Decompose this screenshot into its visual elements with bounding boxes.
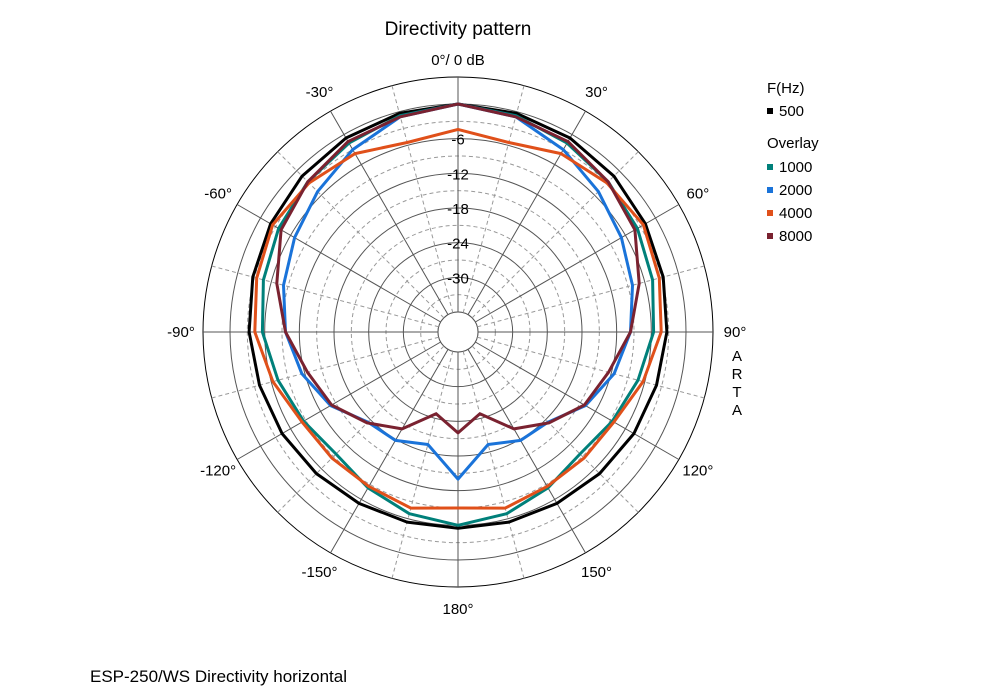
series-line-500	[247, 102, 669, 530]
legend-swatch	[767, 108, 773, 114]
radial-tick-label: -24	[447, 236, 469, 253]
grid-spoke-minor	[211, 265, 439, 328]
radial-tick-label: -30	[447, 270, 469, 287]
inner-hole	[437, 311, 479, 353]
angle-tick-label: -90°	[167, 324, 195, 341]
radial-tick-label: -12	[447, 166, 469, 183]
legend-heading: F(Hz)	[767, 80, 805, 97]
legend-label: 1000	[779, 159, 812, 176]
series-line-8000	[275, 102, 641, 435]
legend-label: 2000	[779, 182, 812, 199]
chart-title: Directivity pattern	[385, 19, 532, 40]
angle-tick-label: 120°	[682, 463, 713, 480]
legend-overlay-heading: Overlay	[767, 135, 819, 152]
angle-tick-label: 90°	[724, 324, 747, 341]
grid-spoke	[330, 349, 449, 554]
polar-grid	[202, 76, 714, 588]
series-layer	[247, 102, 669, 530]
legend-label: 8000	[779, 228, 812, 245]
grid-spoke	[475, 341, 680, 460]
angle-tick-label: -60°	[204, 186, 232, 203]
legend-swatch	[767, 187, 773, 193]
axis-labels: -6 -12 -18 -24 -30 -30° 30° -60° 60° -90° 90° -120°…	[167, 84, 746, 618]
legend-swatch	[767, 233, 773, 239]
angle-tick-label: 180°	[442, 601, 473, 618]
angle-tick-label: -120°	[200, 463, 236, 480]
radial-tick-label: -18	[447, 201, 469, 218]
chart-caption: ESP-250/WS Directivity horizontal	[90, 667, 347, 686]
watermark-letter: A	[731, 348, 742, 365]
angle-tick-label: 30°	[585, 84, 608, 101]
legend-swatch	[767, 210, 773, 216]
watermark-arta: A R T A	[730, 348, 744, 420]
series-line-2000	[282, 102, 634, 481]
grid-spoke-minor	[211, 336, 439, 399]
grid-spoke-minor	[471, 345, 639, 513]
grid-spoke	[330, 110, 449, 315]
watermark-letter: R	[731, 366, 743, 383]
series-line-1000	[260, 102, 656, 527]
angle-tick-label: 60°	[687, 186, 710, 203]
watermark-letter: A	[731, 402, 742, 419]
grid-spoke-minor	[277, 345, 445, 513]
radial-tick-label: -6	[451, 132, 464, 149]
angle-tick-label: -150°	[301, 564, 337, 581]
legend-label: 500	[779, 103, 804, 120]
legend: F(Hz) 500 Overlay 1000 2000 4000 8000	[767, 80, 819, 245]
legend-swatch	[767, 164, 773, 170]
angle-tick-label: -30°	[306, 84, 334, 101]
series-line-4000	[253, 127, 663, 510]
angle-tick-label: 150°	[581, 564, 612, 581]
grid-spoke	[236, 341, 441, 460]
grid-spoke	[467, 349, 586, 554]
top-angle-label: 0°/ 0 dB	[431, 52, 485, 69]
legend-label: 4000	[779, 205, 812, 222]
grid-spoke-minor	[477, 336, 705, 399]
grid-spoke-minor	[477, 265, 705, 328]
watermark-letter: T	[732, 384, 742, 401]
grid-spoke	[467, 110, 586, 315]
grid-spoke-minor	[391, 85, 454, 313]
grid-spoke-minor	[462, 85, 525, 313]
